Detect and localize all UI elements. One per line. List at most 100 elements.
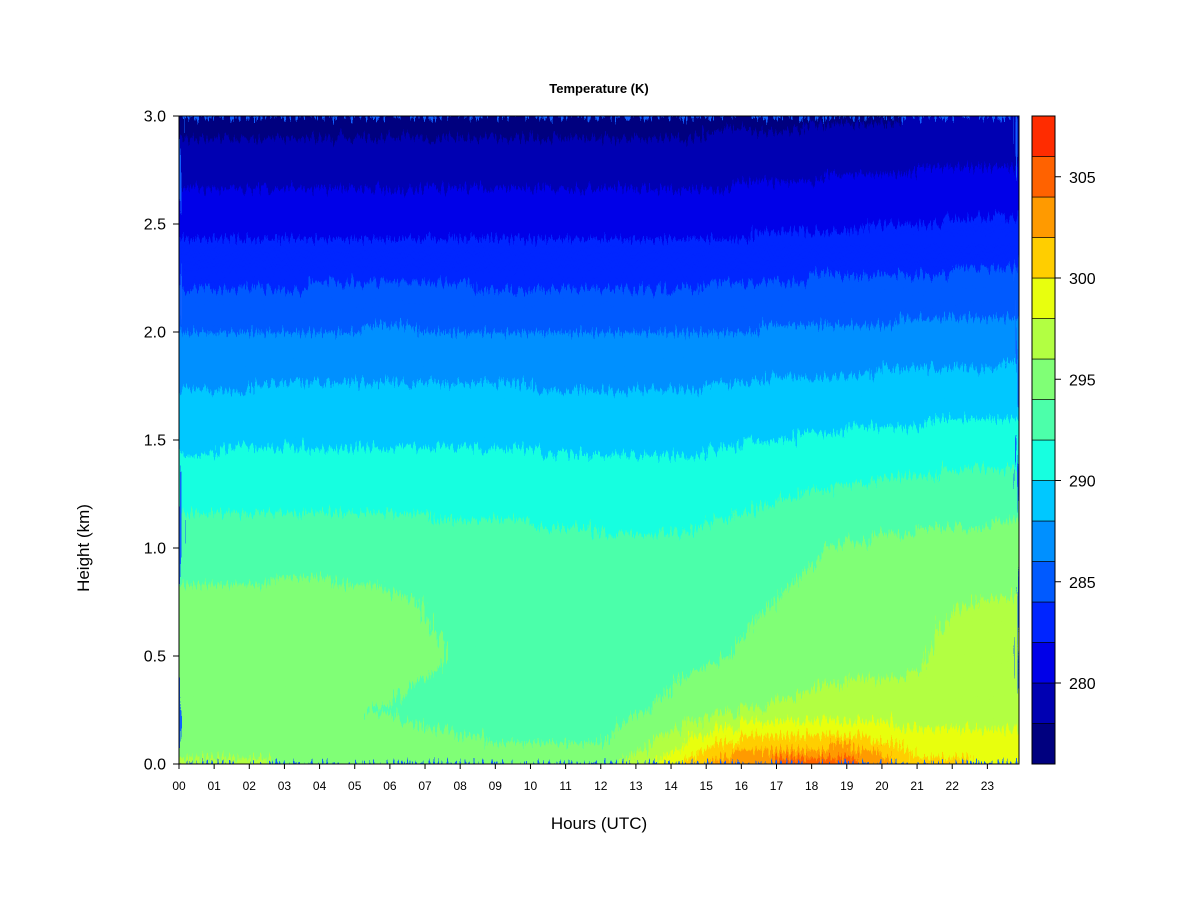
heatmap-cell	[438, 677, 446, 686]
heatmap-cell	[305, 332, 313, 340]
heatmap-cell	[186, 699, 194, 707]
heatmap-cell	[417, 490, 425, 499]
heatmap-cell	[298, 483, 306, 491]
heatmap-cell	[417, 245, 425, 254]
heatmap-cell	[508, 526, 516, 535]
heatmap-cell	[375, 648, 383, 657]
heatmap-cell	[305, 137, 313, 146]
heatmap-cell	[235, 454, 243, 463]
heatmap-cell	[508, 548, 516, 556]
heatmap-cell	[354, 605, 362, 614]
heatmap-cell	[256, 620, 264, 628]
heatmap-cell	[242, 368, 250, 376]
heatmap-cell	[340, 490, 348, 499]
heatmap-cell	[375, 317, 383, 326]
heatmap-cell	[284, 706, 292, 715]
heatmap-cell	[200, 756, 208, 764]
heatmap-cell	[543, 548, 551, 556]
heatmap-cell	[235, 627, 243, 635]
heatmap-cell	[207, 144, 215, 153]
heatmap-cell	[263, 260, 271, 268]
heatmap-cell	[536, 728, 544, 736]
heatmap-cell	[473, 533, 481, 542]
heatmap-cell	[235, 130, 243, 139]
heatmap-cell	[494, 310, 502, 319]
heatmap-cell	[550, 512, 558, 520]
heatmap-cell	[361, 303, 369, 311]
heatmap-cell	[396, 620, 404, 628]
heatmap-cell	[536, 202, 544, 211]
heatmap-cell	[186, 245, 194, 254]
heatmap-cell	[452, 332, 460, 340]
heatmap-cell	[550, 677, 558, 686]
heatmap-cell	[277, 533, 285, 542]
heatmap-cell	[424, 468, 432, 477]
heatmap-cell	[340, 742, 348, 751]
heatmap-cell	[291, 706, 299, 715]
heatmap-cell	[263, 324, 271, 333]
heatmap-cell	[536, 209, 544, 218]
heatmap-cell	[529, 339, 537, 347]
heatmap-cell	[221, 382, 229, 391]
heatmap-cell	[354, 526, 362, 535]
heatmap-cell	[438, 425, 446, 434]
heatmap-cell	[298, 526, 306, 535]
heatmap-cell	[312, 756, 320, 764]
heatmap-cell	[557, 598, 565, 607]
heatmap-cell	[515, 584, 523, 592]
heatmap-cell	[361, 735, 369, 743]
heatmap-cell	[298, 497, 306, 506]
heatmap-cell	[536, 663, 544, 671]
heatmap-cell	[214, 540, 222, 549]
heatmap-cell	[305, 123, 313, 131]
heatmap-cell	[305, 519, 313, 527]
heatmap-cell	[557, 360, 565, 369]
heatmap-cell	[480, 360, 488, 369]
heatmap-cell	[270, 713, 278, 722]
heatmap-cell	[522, 224, 530, 232]
heatmap-cell	[494, 634, 502, 643]
heatmap-cell	[249, 288, 257, 297]
heatmap-cell	[368, 339, 376, 347]
heatmap-cell	[319, 634, 327, 643]
heatmap-cell	[389, 569, 397, 578]
heatmap-cell	[389, 137, 397, 146]
heatmap-cell	[263, 612, 271, 621]
heatmap-cell	[417, 368, 425, 376]
heatmap-cell	[431, 684, 439, 693]
heatmap-cell	[207, 346, 215, 355]
heatmap-cell	[277, 440, 285, 448]
heatmap-cell	[515, 468, 523, 477]
heatmap-cell	[235, 663, 243, 671]
heatmap-cell	[473, 296, 481, 304]
heatmap-cell	[501, 281, 509, 290]
heatmap-cell	[494, 360, 502, 369]
heatmap-cell	[494, 548, 502, 556]
heatmap-cell	[389, 274, 397, 283]
heatmap-cell	[319, 252, 327, 261]
heatmap-cell	[333, 656, 341, 664]
heatmap-cell	[501, 519, 509, 527]
heatmap-cell	[375, 116, 383, 124]
heatmap-cell	[466, 576, 474, 585]
heatmap-cell	[494, 152, 502, 160]
heatmap-cell	[522, 540, 530, 549]
heatmap-cell	[326, 224, 334, 232]
heatmap-cell	[445, 216, 453, 225]
heatmap-cell	[417, 749, 425, 758]
heatmap-cell	[550, 238, 558, 247]
heatmap-cell	[536, 152, 544, 160]
heatmap-cell	[277, 274, 285, 283]
heatmap-cell	[347, 324, 355, 333]
heatmap-cell	[214, 116, 222, 124]
heatmap-cell	[207, 360, 215, 369]
heatmap-cell	[221, 706, 229, 715]
heatmap-cell	[487, 396, 495, 405]
heatmap-cell	[473, 396, 481, 405]
heatmap-cell	[494, 677, 502, 686]
heatmap-cell	[473, 346, 481, 355]
heatmap-cell	[508, 389, 516, 398]
heatmap-cell	[522, 353, 530, 362]
heatmap-cell	[557, 375, 565, 383]
heatmap-cell	[389, 404, 397, 412]
